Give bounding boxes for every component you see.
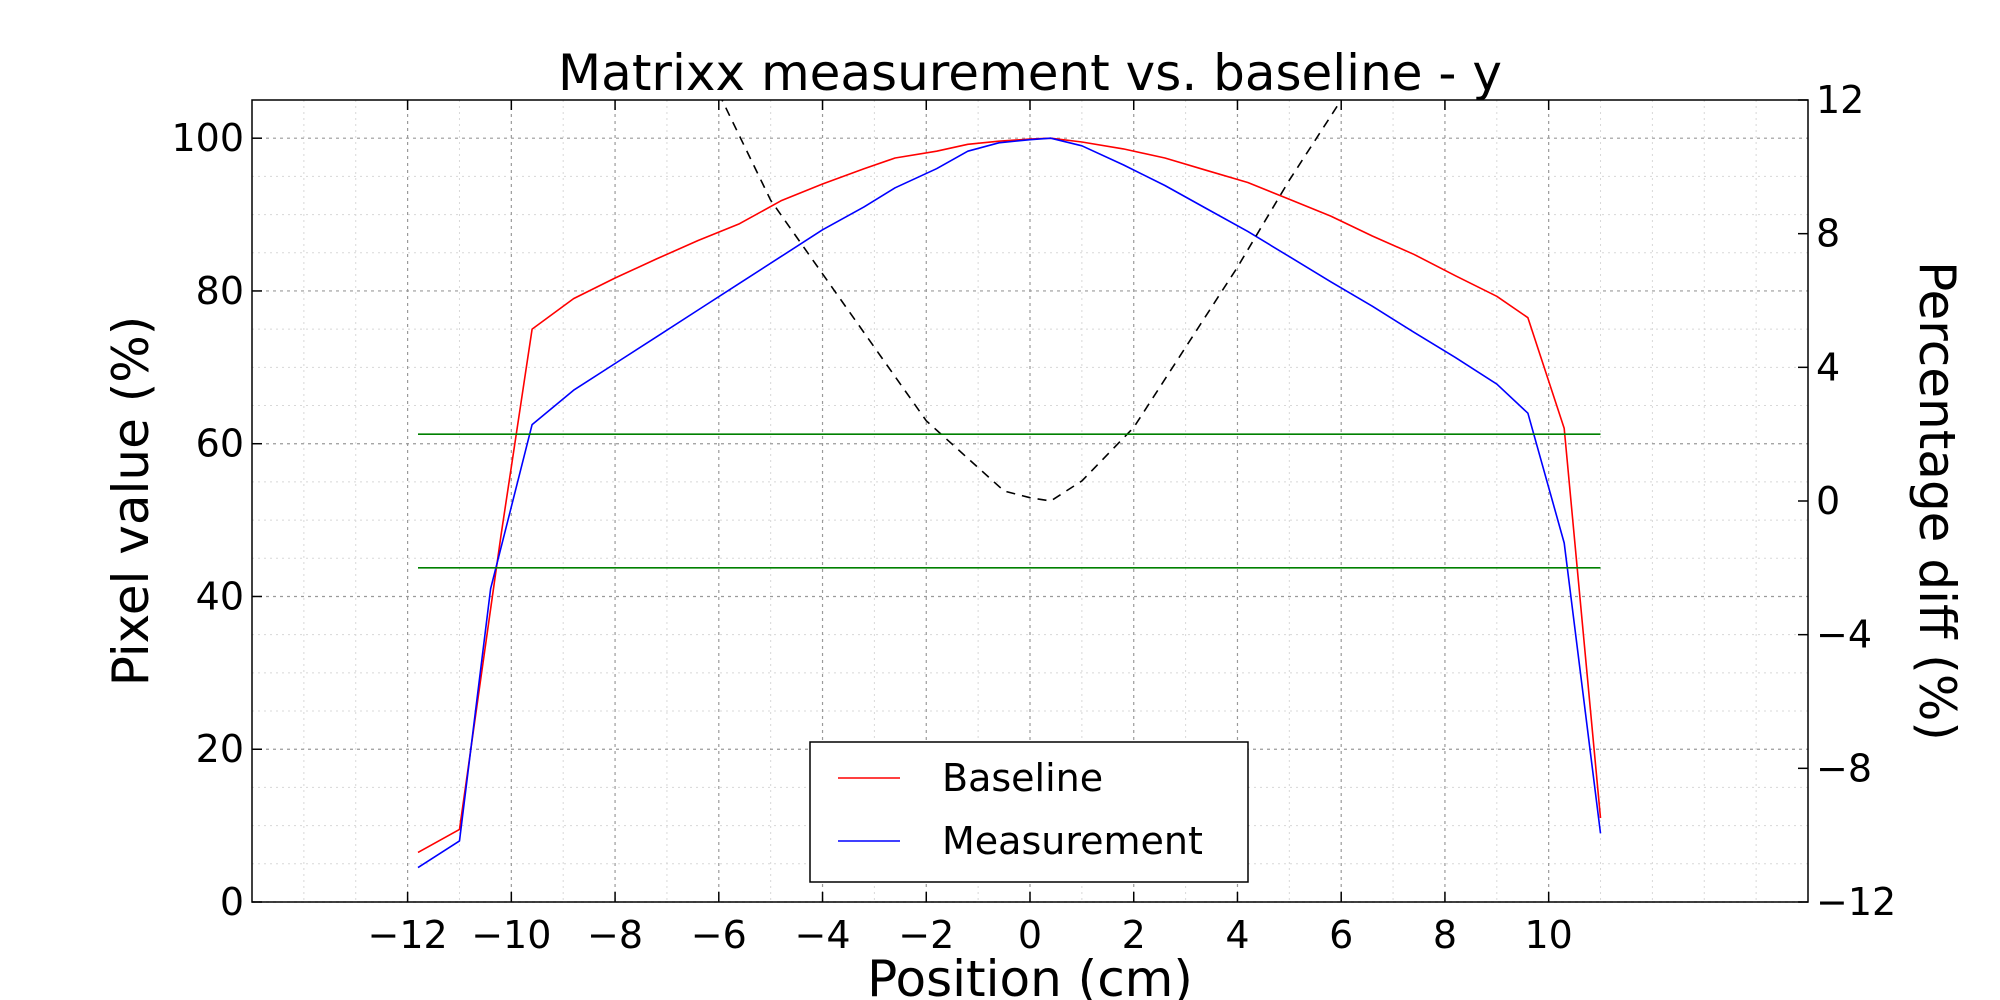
- y2-tick-label: −8: [1816, 746, 1872, 790]
- y-tick-label: 0: [220, 880, 244, 924]
- y2-tick-label: 4: [1816, 345, 1840, 389]
- x-tick-label: 2: [1122, 913, 1146, 957]
- y2-tick-label: −12: [1816, 880, 1896, 924]
- chart-title: Matrixx measurement vs. baseline - y: [558, 44, 1502, 102]
- x-tick-label: 4: [1225, 913, 1249, 957]
- legend-label-measurement: Measurement: [942, 819, 1203, 863]
- x-tick-label: −4: [795, 913, 851, 957]
- legend: Baseline Measurement: [809, 741, 1249, 883]
- x-tick-label: 0: [1018, 913, 1042, 957]
- x-tick-label: −2: [898, 913, 954, 957]
- y2-axis-label: Percentage diff (%): [1908, 261, 1966, 741]
- measurement-line: [417, 137, 1602, 869]
- baseline-line: [417, 137, 1602, 854]
- y-tick-label: 80: [196, 269, 244, 313]
- x-tick-label: 6: [1329, 913, 1353, 957]
- y2-tick-label: 0: [1816, 479, 1840, 523]
- legend-box: [809, 741, 1249, 883]
- y2-tick-label: 12: [1816, 78, 1864, 122]
- x-axis-label: Position (cm): [867, 950, 1193, 1000]
- x-tick-label: −12: [367, 913, 447, 957]
- x-tick-label: −6: [691, 913, 747, 957]
- series-layer: [417, 100, 1602, 869]
- y-tick-label: 100: [171, 116, 244, 160]
- x-tick-label: 10: [1524, 913, 1572, 957]
- axis-ticks: −12 −10 −8 −6 −4 −2 0 2 4 6 8 10020406080100−12−8−4…: [171, 78, 1896, 957]
- y-axis-label: Pixel value (%): [102, 316, 160, 687]
- percentage-diff-line: [721, 100, 1342, 502]
- y-tick-label: 20: [196, 727, 244, 771]
- y2-tick-label: −4: [1816, 613, 1872, 657]
- y-tick-label: 60: [196, 422, 244, 466]
- y2-tick-label: 8: [1816, 212, 1840, 256]
- y-tick-label: 40: [196, 574, 244, 618]
- x-tick-label: −8: [587, 913, 643, 957]
- x-tick-label: 8: [1433, 913, 1457, 957]
- x-tick-label: −10: [471, 913, 551, 957]
- legend-label-baseline: Baseline: [942, 756, 1103, 800]
